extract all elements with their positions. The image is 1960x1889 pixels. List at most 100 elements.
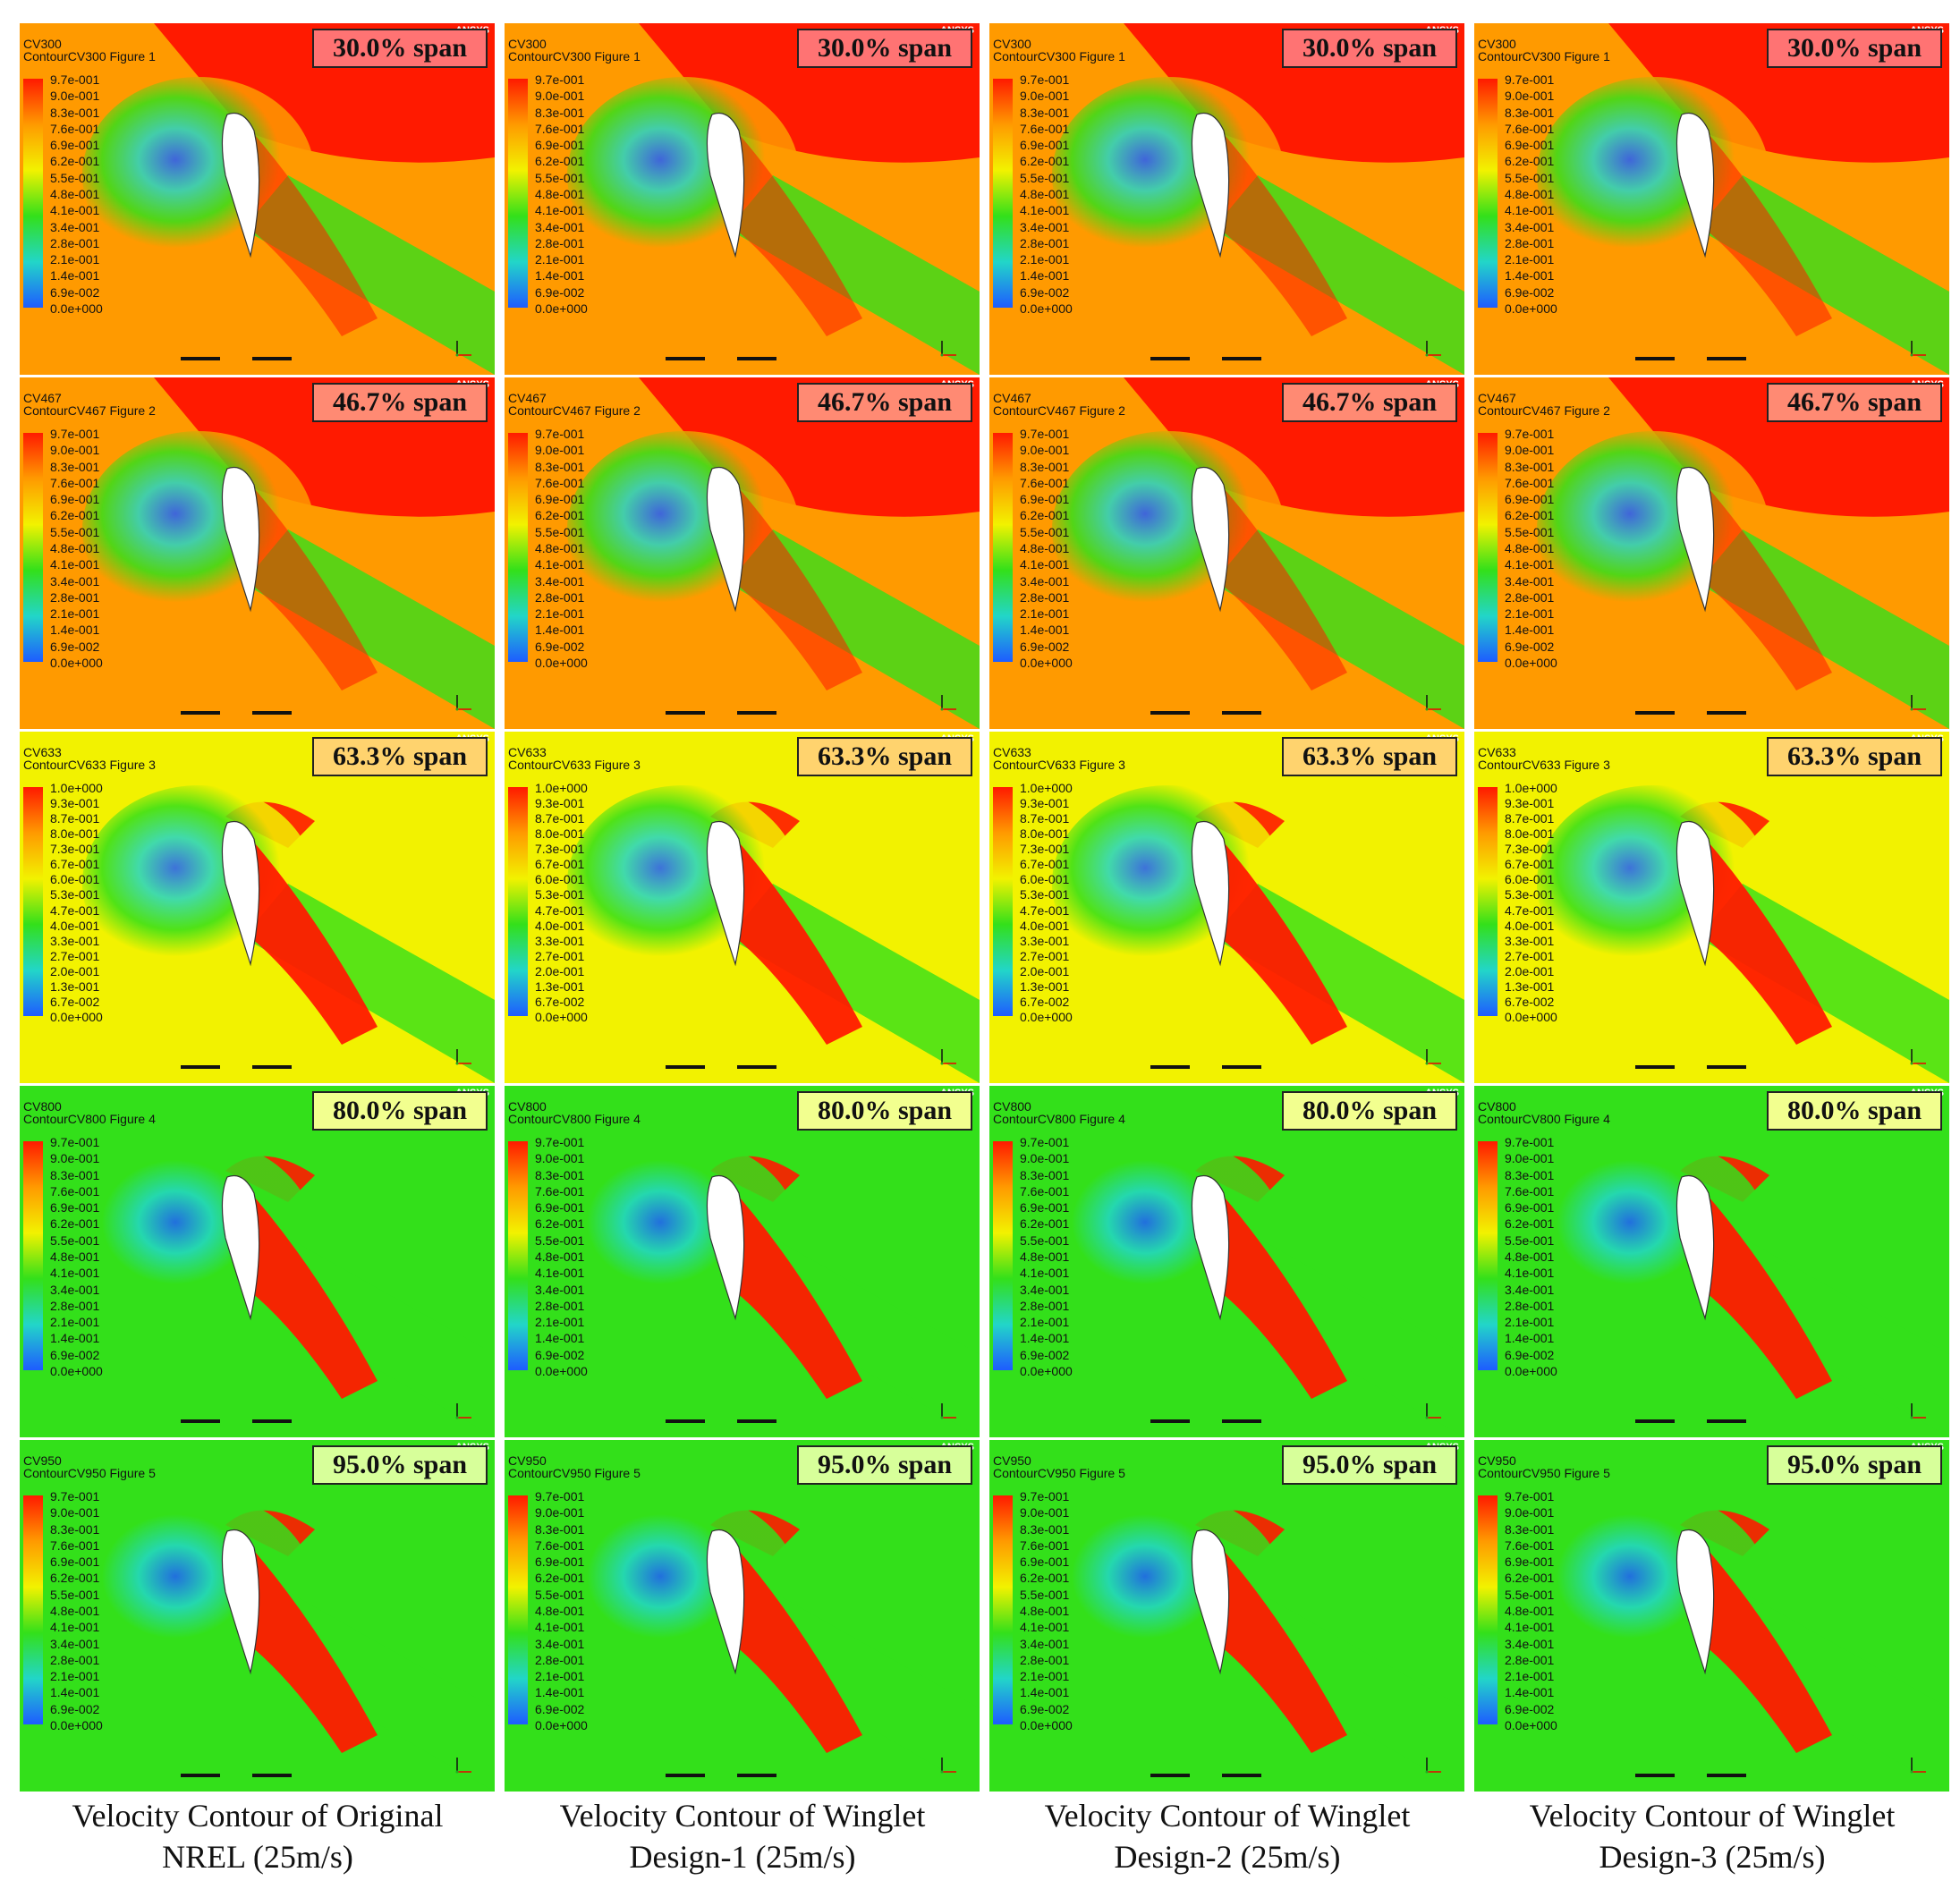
- legend-tick-label: 6.0e-001: [1020, 872, 1070, 887]
- legend-tick-label: 7.6e-001: [535, 1537, 585, 1553]
- airfoil-section: [1191, 1174, 1230, 1321]
- legend-tick-label: 4.8e-001: [1505, 541, 1555, 555]
- legend-tick-label: 9.0e-001: [1020, 1151, 1070, 1166]
- legend-tick-label: 2.1e-001: [50, 1315, 100, 1330]
- cv-label: CV800: [23, 1099, 62, 1114]
- scale-bar-segment: [1707, 711, 1746, 715]
- scale-bar-segment: [181, 357, 220, 360]
- legend-tick-label: 2.8e-001: [1020, 1652, 1070, 1667]
- scale-bar-segment: [252, 357, 292, 360]
- legend-tick-label: 0.0e+000: [535, 301, 588, 316]
- legend-colorbar: [993, 787, 1013, 1016]
- legend-tick-label: 7.6e-001: [1020, 121, 1070, 136]
- legend-tick-label: 9.7e-001: [535, 1489, 585, 1504]
- figure-label: ContourCV467 Figure 2: [993, 403, 1125, 418]
- axis-triad-icon: [454, 1400, 475, 1421]
- contour-plot-cv467-col1: ANSYSCV467ContourCV467 Figure 29.7e-0019…: [20, 377, 495, 729]
- legend-tick-label: 1.4e-001: [1505, 1685, 1555, 1700]
- scale-bar: [1150, 1419, 1302, 1428]
- figure-label: ContourCV467 Figure 2: [1478, 403, 1610, 418]
- scale-bar-segment: [252, 1774, 292, 1777]
- legend-tick-label: 1.4e-001: [535, 1685, 585, 1700]
- span-badge: 80.0% span: [1767, 1091, 1942, 1131]
- cv-label: CV467: [1478, 391, 1516, 405]
- span-badge: 80.0% span: [797, 1091, 972, 1131]
- contour-field: [20, 1086, 495, 1437]
- legend-tick-label: 8.3e-001: [535, 459, 585, 474]
- legend-colorbar: [1478, 433, 1498, 662]
- legend-tick-label: 6.9e-002: [1020, 639, 1070, 654]
- legend-colorbar: [508, 1141, 528, 1370]
- contour-field: [989, 23, 1464, 375]
- legend-tick-label: 6.2e-001: [1505, 1571, 1555, 1586]
- span-badge: 95.0% span: [1282, 1445, 1457, 1485]
- scale-bar-segment: [1150, 357, 1190, 360]
- legend-tick-label: 6.9e-002: [1020, 1701, 1070, 1716]
- axis-triad-icon: [1908, 1754, 1930, 1775]
- legend-tick-label: 6.9e-001: [1020, 1554, 1070, 1570]
- contour-header: CV800 ContourCV800 Figure 4: [23, 1100, 156, 1125]
- legend-colorbar: [993, 1495, 1013, 1724]
- contour-field: [20, 377, 495, 729]
- legend-tick-label: 2.0e-001: [1020, 963, 1070, 978]
- contour-field: [1474, 732, 1949, 1083]
- legend-tick-label: 4.8e-001: [535, 541, 585, 555]
- scale-bar: [666, 1774, 818, 1783]
- contour-header: CV800 ContourCV800 Figure 4: [993, 1100, 1125, 1125]
- legend-tick-label: 8.3e-001: [50, 1167, 100, 1182]
- span-badge: 30.0% span: [312, 29, 488, 68]
- cv-label: CV467: [508, 391, 547, 405]
- legend-tick-label: 4.7e-001: [50, 902, 100, 918]
- legend-tick-label: 5.5e-001: [1020, 524, 1070, 539]
- legend-tick-label: 4.1e-001: [535, 203, 585, 218]
- legend-tick-label: 7.6e-001: [1020, 1537, 1070, 1553]
- legend-tick-label: 2.1e-001: [535, 606, 585, 622]
- legend-tick-label: 6.2e-001: [1020, 508, 1070, 523]
- legend-tick-label: 6.9e-002: [50, 1701, 100, 1716]
- legend-tick-label: 9.7e-001: [1020, 1489, 1070, 1504]
- scale-bar-segment: [737, 711, 776, 715]
- airfoil-section: [221, 112, 260, 258]
- legend-tick-label: 9.7e-001: [50, 1135, 100, 1149]
- airfoil-section: [706, 1174, 745, 1321]
- scale-bar: [666, 1419, 818, 1428]
- figure-label: ContourCV300 Figure 1: [23, 49, 156, 64]
- axis-triad-icon: [1908, 1400, 1930, 1421]
- airfoil-section: [1191, 1529, 1230, 1675]
- legend-tick-label: 6.9e-001: [1020, 1200, 1070, 1216]
- scale-bar-segment: [252, 1419, 292, 1423]
- legend-tick-label: 8.3e-001: [50, 105, 100, 120]
- legend-tick-label: 1.3e-001: [535, 978, 585, 994]
- scale-bar: [1635, 1065, 1787, 1074]
- legend-tick-label: 3.3e-001: [535, 933, 585, 948]
- legend-tick-label: 8.3e-001: [1020, 1521, 1070, 1537]
- color-legend: 9.7e-001 9.0e-001 8.3e-001 7.6e-001 6.9e-001…: [993, 428, 1118, 669]
- legend-tick-label: 4.0e-001: [50, 918, 100, 933]
- airfoil-section: [1676, 820, 1715, 967]
- legend-tick-label: 3.4e-001: [1020, 219, 1070, 234]
- legend-tick-label: 2.1e-001: [1505, 252, 1555, 267]
- legend-tick-label: 8.7e-001: [1505, 811, 1555, 826]
- legend-tick-label: 6.9e-001: [50, 1200, 100, 1216]
- legend-tick-label: 4.1e-001: [50, 203, 100, 218]
- legend-tick-label: 1.3e-001: [1020, 978, 1070, 994]
- legend-tick-label: 0.0e+000: [535, 1010, 588, 1024]
- legend-tick-label: 2.8e-001: [1505, 235, 1555, 250]
- legend-tick-label: 3.3e-001: [50, 933, 100, 948]
- legend-tick-label: 3.4e-001: [535, 219, 585, 234]
- legend-tick-label: 9.0e-001: [1505, 89, 1555, 104]
- legend-tick-label: 7.3e-001: [535, 842, 585, 857]
- legend-tick-label: 8.0e-001: [1020, 826, 1070, 842]
- legend-colorbar: [23, 1141, 43, 1370]
- legend-tick-label: 5.5e-001: [1505, 1233, 1555, 1248]
- legend-tick-label: 4.1e-001: [1020, 1266, 1070, 1281]
- span-badge: 63.3% span: [797, 737, 972, 776]
- legend-tick-label: 3.4e-001: [1505, 573, 1555, 589]
- legend-tick-label: 2.8e-001: [535, 235, 585, 250]
- cv-label: CV633: [993, 745, 1031, 759]
- contour-header: CV800 ContourCV800 Figure 4: [508, 1100, 641, 1125]
- legend-tick-label: 0.0e+000: [1505, 1010, 1557, 1024]
- contour-plot-cv800-col1: ANSYSCV800ContourCV800 Figure 49.7e-0019…: [20, 1086, 495, 1437]
- legend-tick-label: 6.9e-001: [535, 1554, 585, 1570]
- cv-label: CV950: [508, 1453, 547, 1468]
